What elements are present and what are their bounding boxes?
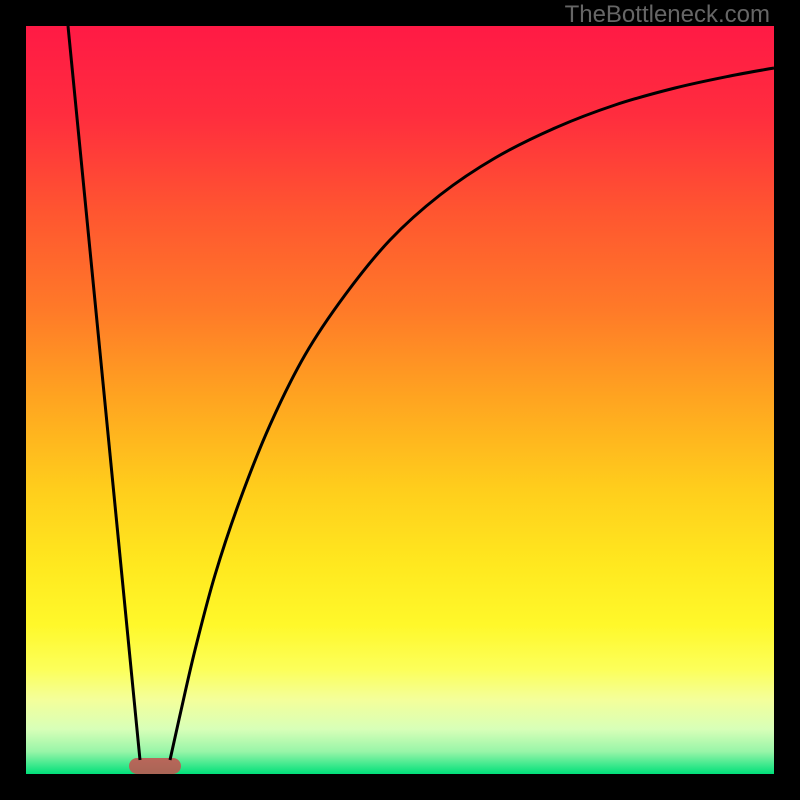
gradient-background <box>26 26 774 774</box>
bottleneck-chart: TheBottleneck.com <box>0 0 800 800</box>
optimal-marker <box>129 758 181 774</box>
chart-container: TheBottleneck.com <box>0 0 800 800</box>
border-bottom <box>0 774 800 800</box>
border-left <box>0 0 26 800</box>
border-right <box>774 0 800 800</box>
watermark: TheBottleneck.com <box>565 1 770 28</box>
